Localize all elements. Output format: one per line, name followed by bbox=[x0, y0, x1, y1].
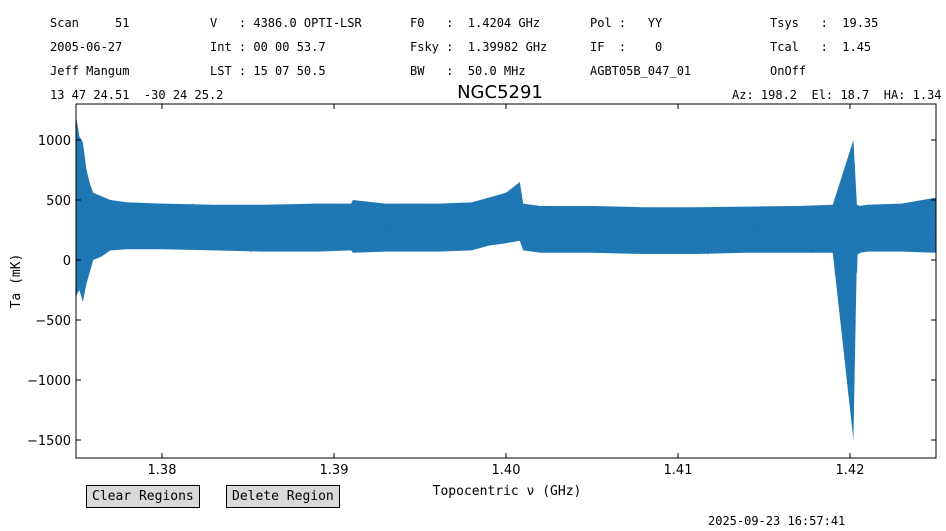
header-observer: Jeff Mangum bbox=[50, 64, 130, 78]
header-if: IF : 0 bbox=[590, 40, 663, 54]
timestamp: 2025-09-23 16:57:41 bbox=[708, 514, 846, 528]
y-axis: −1500 −1000 −500 0 500 1000 bbox=[27, 134, 936, 449]
y-tick-label: 0 bbox=[63, 254, 71, 269]
clear-regions-button[interactable]: Clear Regions bbox=[86, 485, 200, 508]
x-tick-label: 1.41 bbox=[664, 463, 693, 478]
header-pol: Pol : YY bbox=[590, 16, 663, 30]
header-fsky: Fsky : 1.39982 GHz bbox=[410, 40, 548, 54]
header-project: AGBT05B_047_01 bbox=[590, 64, 692, 78]
chart-title: NGC5291 bbox=[457, 82, 543, 103]
y-tick-label: 1000 bbox=[38, 134, 71, 149]
header-velocity: V : 4386.0 OPTI-LSR bbox=[210, 16, 362, 30]
x-axis-label: Topocentric ν (GHz) bbox=[433, 484, 582, 499]
spectrum-series bbox=[75, 116, 937, 440]
series-noise-band bbox=[76, 116, 936, 440]
y-tick-label: −1500 bbox=[27, 434, 71, 449]
x-tick-label: 1.38 bbox=[148, 463, 177, 478]
x-axis: 1.38 1.39 1.40 1.41 1.42 bbox=[148, 104, 865, 478]
header-proc: OnOff bbox=[770, 64, 807, 78]
header-lst: LST : 15 07 50.5 bbox=[210, 64, 326, 78]
y-axis-label: Ta (mK) bbox=[9, 254, 24, 309]
header-date: 2005-06-27 bbox=[50, 40, 123, 54]
x-tick-label: 1.42 bbox=[836, 463, 865, 478]
header-int: Int : 00 00 53.7 bbox=[210, 40, 326, 54]
header-f0: F0 : 1.4204 GHz bbox=[410, 16, 541, 30]
header-scan: Scan 51 bbox=[50, 16, 130, 30]
x-tick-label: 1.39 bbox=[320, 463, 349, 478]
y-tick-label: −1000 bbox=[27, 374, 71, 389]
y-tick-label: 500 bbox=[46, 194, 71, 209]
header-coords: 13 47 24.51 -30 24 25.2 bbox=[50, 88, 224, 102]
header-tcal: Tcal : 1.45 bbox=[770, 40, 872, 54]
plot-frame bbox=[75, 103, 937, 459]
header-tsys: Tsys : 19.35 bbox=[770, 16, 879, 30]
x-tick-label: 1.40 bbox=[492, 463, 521, 478]
series-line bbox=[75, 133, 937, 384]
delete-region-button[interactable]: Delete Region bbox=[226, 485, 340, 508]
y-tick-label: −500 bbox=[35, 314, 71, 329]
header-bw: BW : 50.0 MHz bbox=[410, 64, 526, 78]
header-azel: Az: 198.2 El: 18.7 HA: 1.34 bbox=[732, 88, 942, 102]
